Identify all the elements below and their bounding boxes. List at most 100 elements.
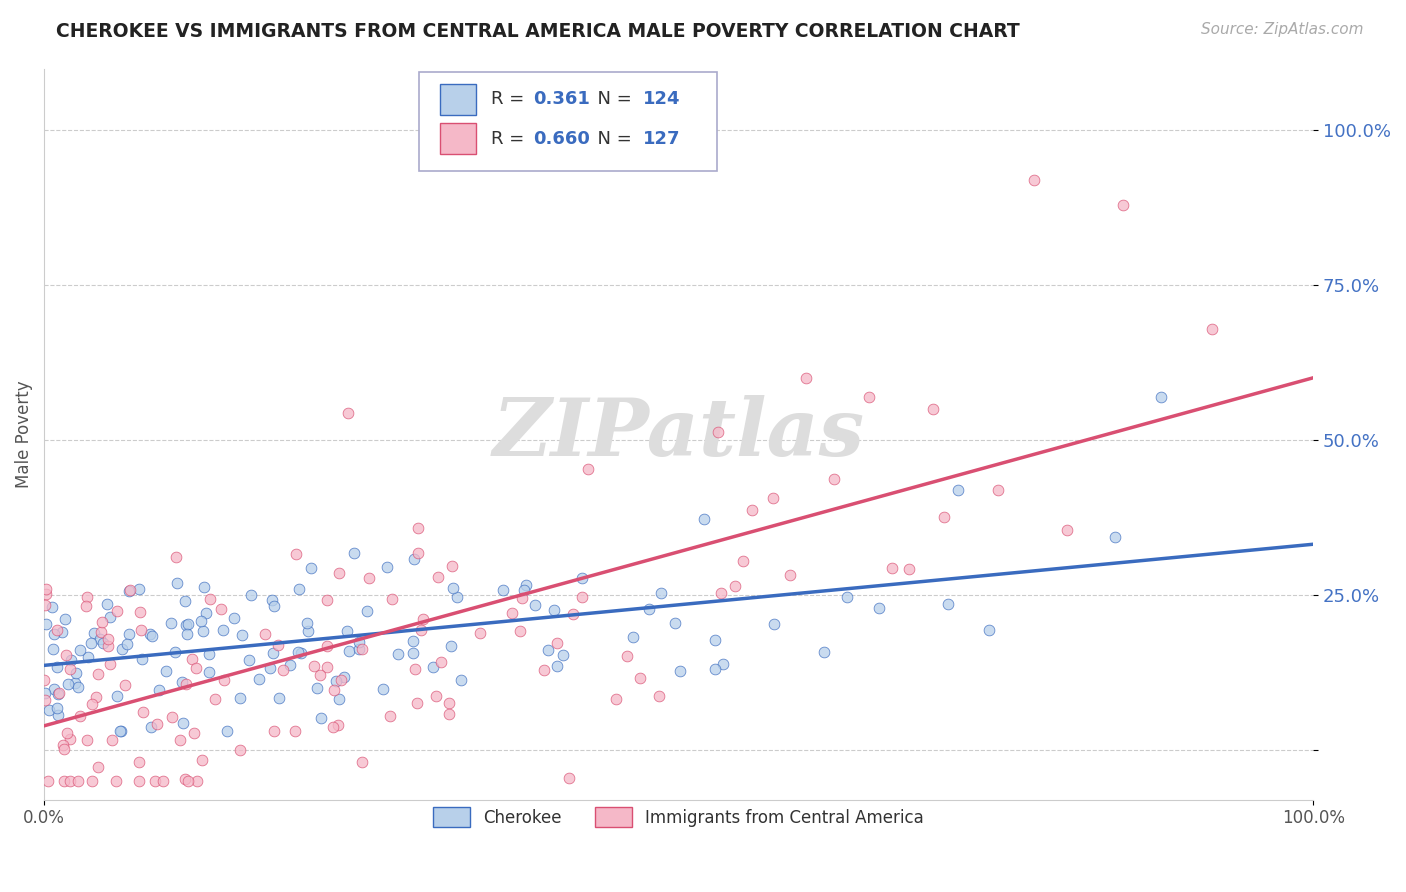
Point bbox=[513, 582, 536, 597]
Point bbox=[297, 624, 319, 639]
Point bbox=[450, 673, 472, 687]
Point bbox=[422, 660, 444, 674]
Point bbox=[621, 630, 644, 644]
Point bbox=[69, 643, 91, 657]
Point bbox=[59, 732, 82, 747]
Point bbox=[176, 627, 198, 641]
Point bbox=[278, 658, 301, 673]
Point bbox=[533, 663, 555, 677]
Point bbox=[222, 610, 245, 624]
Point bbox=[509, 624, 531, 639]
Point bbox=[52, 773, 75, 788]
Text: 127: 127 bbox=[643, 129, 681, 148]
Point bbox=[381, 592, 404, 607]
Point bbox=[1150, 390, 1173, 404]
Point bbox=[105, 605, 128, 619]
Point bbox=[322, 720, 344, 734]
Point bbox=[198, 592, 221, 607]
Point bbox=[1201, 322, 1223, 336]
Point bbox=[402, 634, 425, 648]
Point bbox=[118, 582, 141, 597]
Point bbox=[176, 616, 198, 631]
Point bbox=[446, 591, 468, 605]
Point bbox=[628, 671, 651, 685]
Point bbox=[406, 697, 429, 711]
Point bbox=[669, 664, 692, 678]
Point bbox=[51, 625, 73, 640]
Point bbox=[470, 626, 492, 640]
Point bbox=[174, 594, 197, 608]
Point bbox=[190, 753, 212, 767]
Point bbox=[118, 584, 141, 599]
Point bbox=[193, 580, 215, 594]
Point bbox=[186, 773, 208, 788]
Point bbox=[131, 623, 153, 637]
FancyBboxPatch shape bbox=[440, 123, 475, 154]
Point bbox=[297, 616, 319, 631]
Point bbox=[898, 562, 921, 576]
Point bbox=[38, 703, 60, 717]
Point bbox=[343, 545, 366, 559]
Point bbox=[75, 599, 97, 613]
Point bbox=[77, 650, 100, 665]
Point bbox=[128, 755, 150, 769]
Point bbox=[254, 627, 277, 641]
Point bbox=[98, 609, 121, 624]
Point bbox=[35, 617, 58, 632]
Point bbox=[42, 627, 65, 641]
Point bbox=[302, 659, 325, 673]
Point bbox=[425, 689, 447, 703]
Point bbox=[371, 681, 394, 696]
Point bbox=[212, 673, 235, 687]
Point bbox=[34, 693, 56, 707]
Point bbox=[536, 643, 558, 657]
Point bbox=[936, 597, 959, 611]
Point bbox=[35, 582, 58, 596]
Point bbox=[406, 521, 429, 535]
Point bbox=[259, 661, 281, 675]
Point bbox=[191, 624, 214, 638]
Point bbox=[1056, 523, 1078, 537]
FancyBboxPatch shape bbox=[440, 84, 475, 114]
Point bbox=[128, 605, 150, 619]
Point bbox=[105, 773, 128, 788]
Point bbox=[337, 644, 360, 658]
FancyBboxPatch shape bbox=[419, 72, 717, 171]
Point bbox=[409, 623, 432, 637]
Point bbox=[558, 771, 581, 785]
Point bbox=[34, 673, 56, 687]
Point bbox=[794, 371, 817, 385]
Point bbox=[440, 558, 463, 573]
Point bbox=[176, 773, 198, 788]
Point bbox=[309, 711, 332, 725]
Point bbox=[172, 715, 194, 730]
Point bbox=[323, 683, 346, 698]
Point bbox=[333, 669, 356, 683]
Point bbox=[152, 773, 174, 788]
Point bbox=[356, 604, 378, 618]
Point bbox=[229, 691, 252, 706]
Point bbox=[880, 561, 903, 575]
Point bbox=[217, 724, 239, 739]
Point bbox=[148, 682, 170, 697]
Point bbox=[515, 578, 537, 592]
Point bbox=[114, 677, 136, 691]
Text: R =: R = bbox=[491, 129, 530, 148]
Point bbox=[571, 571, 593, 585]
Point bbox=[42, 642, 65, 657]
Point bbox=[349, 634, 371, 648]
Point bbox=[510, 591, 533, 605]
Point bbox=[703, 662, 725, 676]
Point bbox=[91, 636, 114, 650]
Point bbox=[711, 657, 734, 671]
Point bbox=[946, 483, 969, 497]
Point bbox=[67, 773, 90, 788]
Point bbox=[307, 681, 329, 696]
Point bbox=[83, 625, 105, 640]
Point bbox=[155, 664, 177, 678]
Point bbox=[284, 723, 307, 738]
Point bbox=[163, 645, 186, 659]
Point bbox=[46, 708, 69, 723]
Point bbox=[492, 583, 515, 598]
Point bbox=[336, 624, 359, 639]
